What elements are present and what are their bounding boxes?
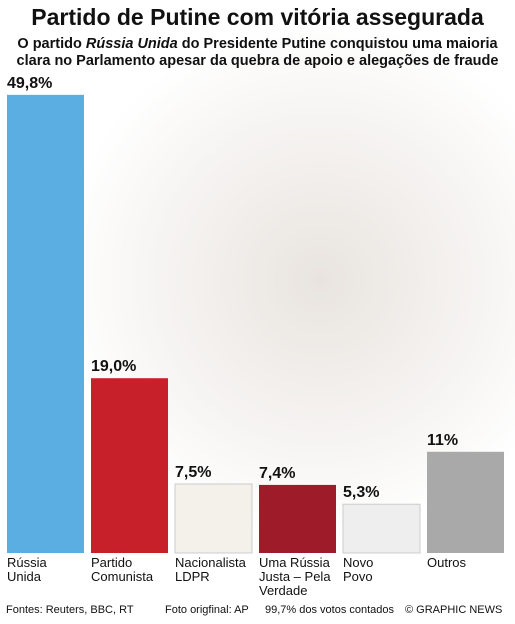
x-tick-label: Novo Povo [343,555,374,584]
value-label: 7,5% [175,464,212,481]
x-tick-label: Rússia Unida [7,555,47,584]
footer-text: Foto origfinal: AP [165,604,249,616]
bar [259,484,336,553]
footer-text: 99,7% dos votos contados [265,604,395,616]
value-label: 49,8% [7,74,53,92]
footer-text: © GRAPHIC NEWS [405,604,503,616]
bar [7,94,84,553]
x-tick-label: Partido Comunista [91,555,154,584]
bar [342,503,421,554]
chart-title: Partido de Putine com vitória assegurada [31,4,484,30]
value-label: 7,4% [259,464,296,482]
subtitle-text: O partido [17,36,86,52]
x-tick-label: Uma Rússia Justa – Pela Verdade [259,555,331,598]
bar [91,378,168,553]
bar [427,451,504,553]
value-label: 19,0% [91,358,137,376]
subtitle-party: Rússia Unida [85,36,178,52]
bar [174,483,253,554]
subtitle: O partido Rússia Unida do Presidente Put… [8,36,507,70]
subtitle-text: do Presidente Putine conquistou uma maio… [16,36,499,69]
value-label: 11% [427,431,459,449]
footer-text: Fontes: Reuters, BBC, RT [6,604,134,616]
x-tick-label: Outros [427,555,467,570]
x-tick-label: Nacionalista LDPR [175,555,246,584]
value-label: 5,3% [343,484,380,502]
